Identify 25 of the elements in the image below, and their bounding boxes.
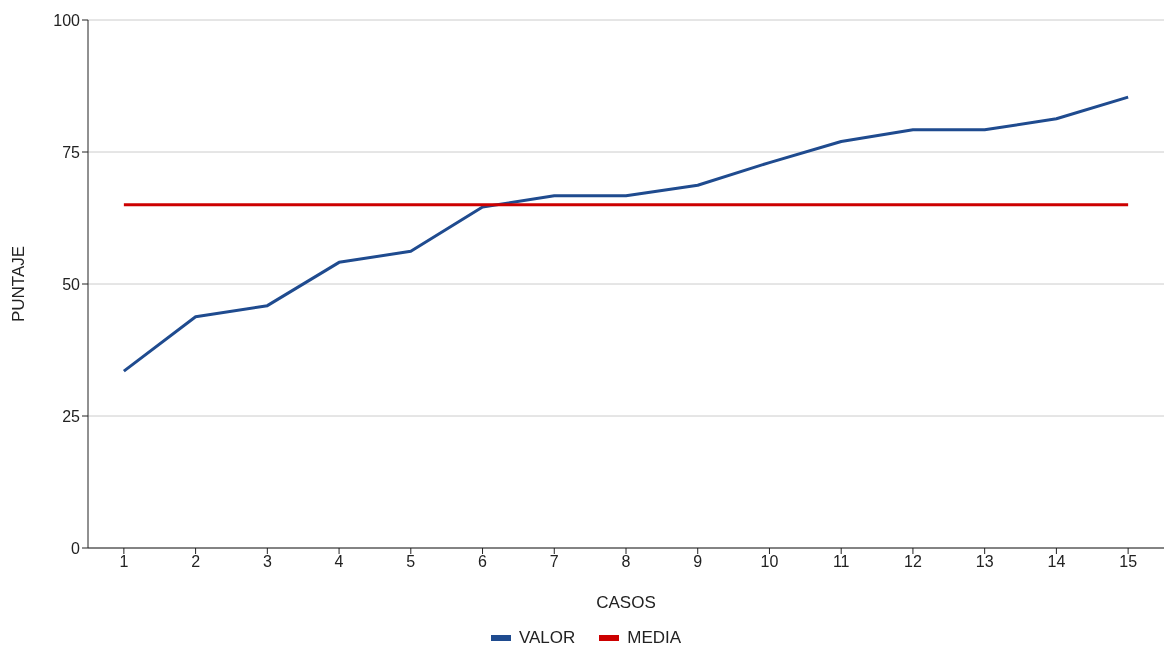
y-axis-title: PUNTAJE [9, 245, 29, 323]
x-tick-label: 3 [262, 553, 272, 571]
legend-label: MEDIA [627, 628, 682, 648]
x-tick-label: 11 [832, 553, 850, 571]
x-tick-label: 4 [334, 553, 344, 571]
y-tick-label: 25 [62, 407, 81, 425]
x-tick-label: 7 [549, 553, 559, 571]
x-tick-label: 15 [1119, 553, 1138, 571]
x-tick-label: 8 [621, 553, 631, 571]
y-tick-label: 100 [53, 11, 81, 29]
x-tick-label: 5 [406, 553, 416, 571]
x-tick-label: 2 [191, 553, 201, 571]
x-axis-title: CASOS [596, 593, 656, 612]
line-series [122, 95, 1130, 373]
x-tick-label: 6 [478, 553, 488, 571]
x-tick-label: 13 [975, 553, 994, 571]
x-tick-label: 1 [119, 553, 129, 571]
y-tick-label: 0 [71, 539, 81, 557]
legend-label: VALOR [518, 628, 576, 648]
y-tick-label: 75 [62, 143, 81, 161]
y-tick-label: 50 [62, 275, 81, 293]
x-tick-label: 9 [693, 553, 703, 571]
x-tick-label: 12 [904, 553, 922, 571]
x-tick-label: 10 [760, 553, 779, 571]
x-tick-label: 14 [1047, 553, 1066, 571]
